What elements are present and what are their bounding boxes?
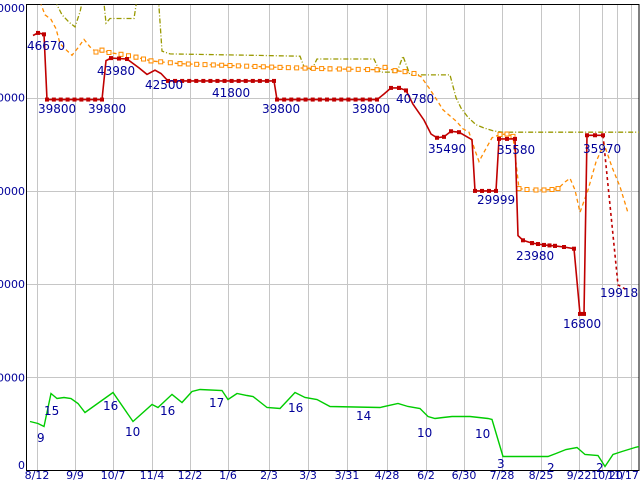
x-tick-label: 8/12 bbox=[25, 469, 50, 480]
price-label: 23980 bbox=[516, 249, 554, 263]
x-tick-label: 11/17 bbox=[607, 469, 639, 480]
x-tick-label: 9/9 bbox=[66, 469, 84, 480]
shop-count-label: 16 bbox=[160, 404, 175, 418]
shop-count-label: 9 bbox=[37, 431, 45, 445]
shop-count-label: 16 bbox=[288, 401, 303, 415]
x-tick-label: 4/28 bbox=[375, 469, 400, 480]
price-label: 29999 bbox=[477, 193, 515, 207]
y-axis-labels: 0 10000 20000 30000 40000 50000 bbox=[0, 2, 25, 472]
x-tick-label: 3/3 bbox=[299, 469, 317, 480]
series-shop-count bbox=[29, 388, 639, 468]
y-tick-label: 50000 bbox=[0, 2, 25, 15]
x-tick-label: 10/20 bbox=[591, 469, 623, 480]
price-point-labels: 46670 39800 39800 43980 42500 41800 39800 39800… bbox=[27, 39, 638, 331]
y-tick-label: 20000 bbox=[0, 278, 25, 291]
shop-count-label: 10 bbox=[475, 427, 490, 441]
y-tick-label: 0 bbox=[18, 459, 25, 472]
markers-lowest-price bbox=[36, 30, 605, 316]
x-tick-label: 8/25 bbox=[529, 469, 554, 480]
price-label: 39800 bbox=[38, 102, 76, 116]
x-tick-label: 9/22 bbox=[567, 469, 592, 480]
x-tick-label: 3/31 bbox=[335, 469, 360, 480]
x-tick-label: 6/30 bbox=[452, 469, 477, 480]
price-label: 40780 bbox=[396, 92, 434, 106]
y-tick-label: 30000 bbox=[0, 185, 25, 198]
x-tick-label: 10/7 bbox=[101, 469, 126, 480]
shop-count-label: 10 bbox=[125, 425, 140, 439]
shop-count-label: 3 bbox=[497, 457, 505, 471]
price-label: 46670 bbox=[27, 39, 65, 53]
x-tick-label: 6/2 bbox=[417, 469, 435, 480]
price-label: 35580 bbox=[497, 143, 535, 157]
series-average-price bbox=[40, 4, 629, 215]
shop-count-label: 16 bbox=[103, 399, 118, 413]
shop-count-label: 17 bbox=[209, 396, 224, 410]
shop-count-label: 2 bbox=[596, 461, 604, 475]
price-label: 41800 bbox=[212, 86, 250, 100]
price-label: 19918 bbox=[600, 286, 638, 300]
shop-count-label: 15 bbox=[44, 404, 59, 418]
price-label: 39800 bbox=[352, 102, 390, 116]
series-layer bbox=[29, 4, 639, 468]
shop-count-label: 14 bbox=[356, 409, 371, 423]
price-label: 43980 bbox=[97, 64, 135, 78]
shop-count-label: 2 bbox=[547, 461, 555, 475]
x-tick-label: 1/6 bbox=[219, 469, 237, 480]
price-label: 35490 bbox=[428, 142, 466, 156]
x-tick-label: 7/28 bbox=[490, 469, 515, 480]
y-tick-label: 40000 bbox=[0, 92, 25, 105]
price-label: 35970 bbox=[583, 142, 621, 156]
x-tick-label: 12/2 bbox=[178, 469, 203, 480]
price-label: 39800 bbox=[262, 102, 300, 116]
series-lowest-price-recent bbox=[602, 135, 629, 292]
gridlines bbox=[26, 4, 639, 471]
price-label: 16800 bbox=[563, 317, 601, 331]
shop-count-label: 10 bbox=[417, 426, 432, 440]
x-tick-label: 2/3 bbox=[260, 469, 278, 480]
plot-border bbox=[26, 4, 640, 471]
shop-count-labels: 9 15 16 10 16 17 16 14 10 10 3 2 2 bbox=[37, 396, 604, 475]
x-tick-label: 11/4 bbox=[140, 469, 165, 480]
markers-average-price bbox=[93, 47, 561, 193]
y-tick-label: 10000 bbox=[0, 371, 25, 384]
x-axis-labels: 8/12 9/9 10/7 11/4 12/2 1/6 2/3 3/3 3/31 4/28 6/2 6… bbox=[25, 469, 639, 480]
price-label: 42500 bbox=[145, 78, 183, 92]
price-label: 39800 bbox=[88, 102, 126, 116]
